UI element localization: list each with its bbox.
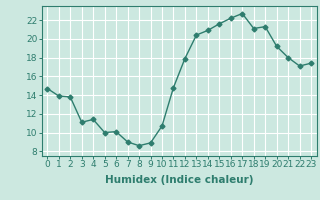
X-axis label: Humidex (Indice chaleur): Humidex (Indice chaleur) bbox=[105, 175, 253, 185]
